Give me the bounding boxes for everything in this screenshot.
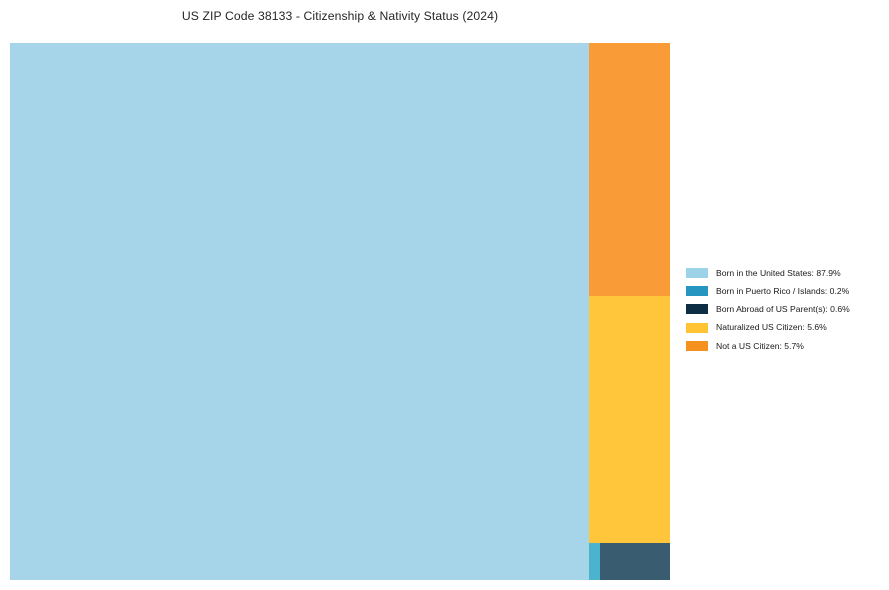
legend-swatch-icon (686, 340, 708, 351)
legend-swatch-icon (686, 304, 708, 315)
legend-item[interactable]: Naturalized US Citizen: 5.6% (686, 319, 886, 337)
chart-legend: Born in the United States: 87.9% Born in … (686, 264, 886, 355)
legend-item-label: Born in Puerto Rico / Islands: 0.2% (716, 285, 850, 296)
legend-item[interactable]: Not a US Citizen: 5.7% (686, 337, 886, 355)
treemap-tile[interactable] (589, 543, 600, 580)
legend-item[interactable]: Born in the United States: 87.9% (686, 264, 886, 282)
legend-swatch-icon (686, 286, 708, 297)
treemap-plot-area (10, 43, 670, 580)
treemap-tile[interactable] (600, 543, 670, 580)
legend-item-label: Born in the United States: 87.9% (716, 267, 841, 278)
legend-swatch-icon (686, 322, 708, 333)
treemap-tile[interactable] (10, 43, 589, 580)
legend-item[interactable]: Born in Puerto Rico / Islands: 0.2% (686, 282, 886, 300)
chart-title: US ZIP Code 38133 - Citizenship & Nativi… (181, 9, 499, 23)
legend-item-label: Naturalized US Citizen: 5.6% (716, 322, 827, 333)
treemap-tile[interactable] (589, 43, 670, 296)
legend-item[interactable]: Born Abroad of US Parent(s): 0.6% (686, 300, 886, 318)
legend-item-label: Born Abroad of US Parent(s): 0.6% (716, 304, 850, 315)
legend-swatch-icon (686, 268, 708, 279)
legend-item-label: Not a US Citizen: 5.7% (716, 340, 804, 351)
treemap-tile[interactable] (589, 296, 670, 543)
